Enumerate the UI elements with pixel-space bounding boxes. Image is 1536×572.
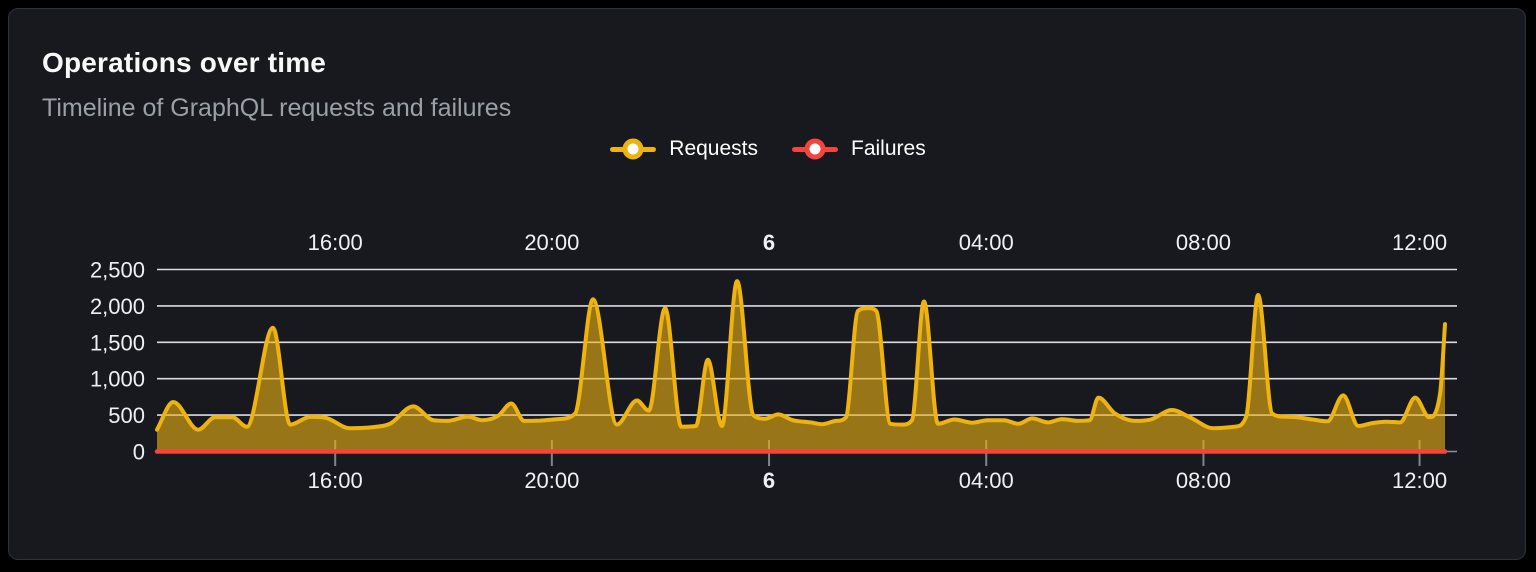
x-axis-label-top: 6 <box>763 230 775 255</box>
x-axis-label-bottom: 6 <box>763 468 775 493</box>
x-axis-label-top: 04:00 <box>959 230 1014 255</box>
chart-subtitle: Timeline of GraphQL requests and failure… <box>42 94 512 122</box>
chart-title: Operations over time <box>42 47 327 78</box>
y-axis-label: 1,500 <box>90 330 145 355</box>
x-axis-label-bottom: 16:00 <box>308 468 363 493</box>
requests-series-marker-icon <box>610 137 657 161</box>
y-axis-label: 2,500 <box>90 258 145 283</box>
x-axis-label-top: 08:00 <box>1176 230 1231 255</box>
x-axis-label-top: 16:00 <box>308 230 363 255</box>
y-axis-label: 500 <box>108 403 145 428</box>
x-axis-label-bottom: 20:00 <box>524 468 579 493</box>
legend-label-failures: Failures <box>851 137 926 160</box>
x-axis-label-top: 12:00 <box>1392 230 1447 255</box>
legend: Requests Failures <box>0 137 1536 161</box>
x-axis-label-bottom: 08:00 <box>1176 468 1231 493</box>
failures-series-marker-icon <box>792 137 838 161</box>
x-axis-label-bottom: 04:00 <box>959 468 1014 493</box>
requests-line[interactable] <box>155 279 1447 432</box>
y-axis-label: 0 <box>133 440 145 465</box>
requests-marker-dot-icon <box>622 138 644 160</box>
chart-panel <box>8 8 1526 560</box>
x-axis-label-top: 20:00 <box>524 230 579 255</box>
legend-item-requests[interactable]: Requests <box>610 137 758 161</box>
x-axis-label-bottom: 12:00 <box>1392 468 1447 493</box>
legend-item-failures[interactable]: Failures <box>792 137 926 161</box>
y-axis-label: 2,000 <box>90 294 145 319</box>
failures-marker-dot-icon <box>804 138 826 160</box>
legend-label-requests: Requests <box>669 137 758 160</box>
requests-area[interactable] <box>157 281 1445 452</box>
y-axis-label: 1,000 <box>90 367 145 392</box>
